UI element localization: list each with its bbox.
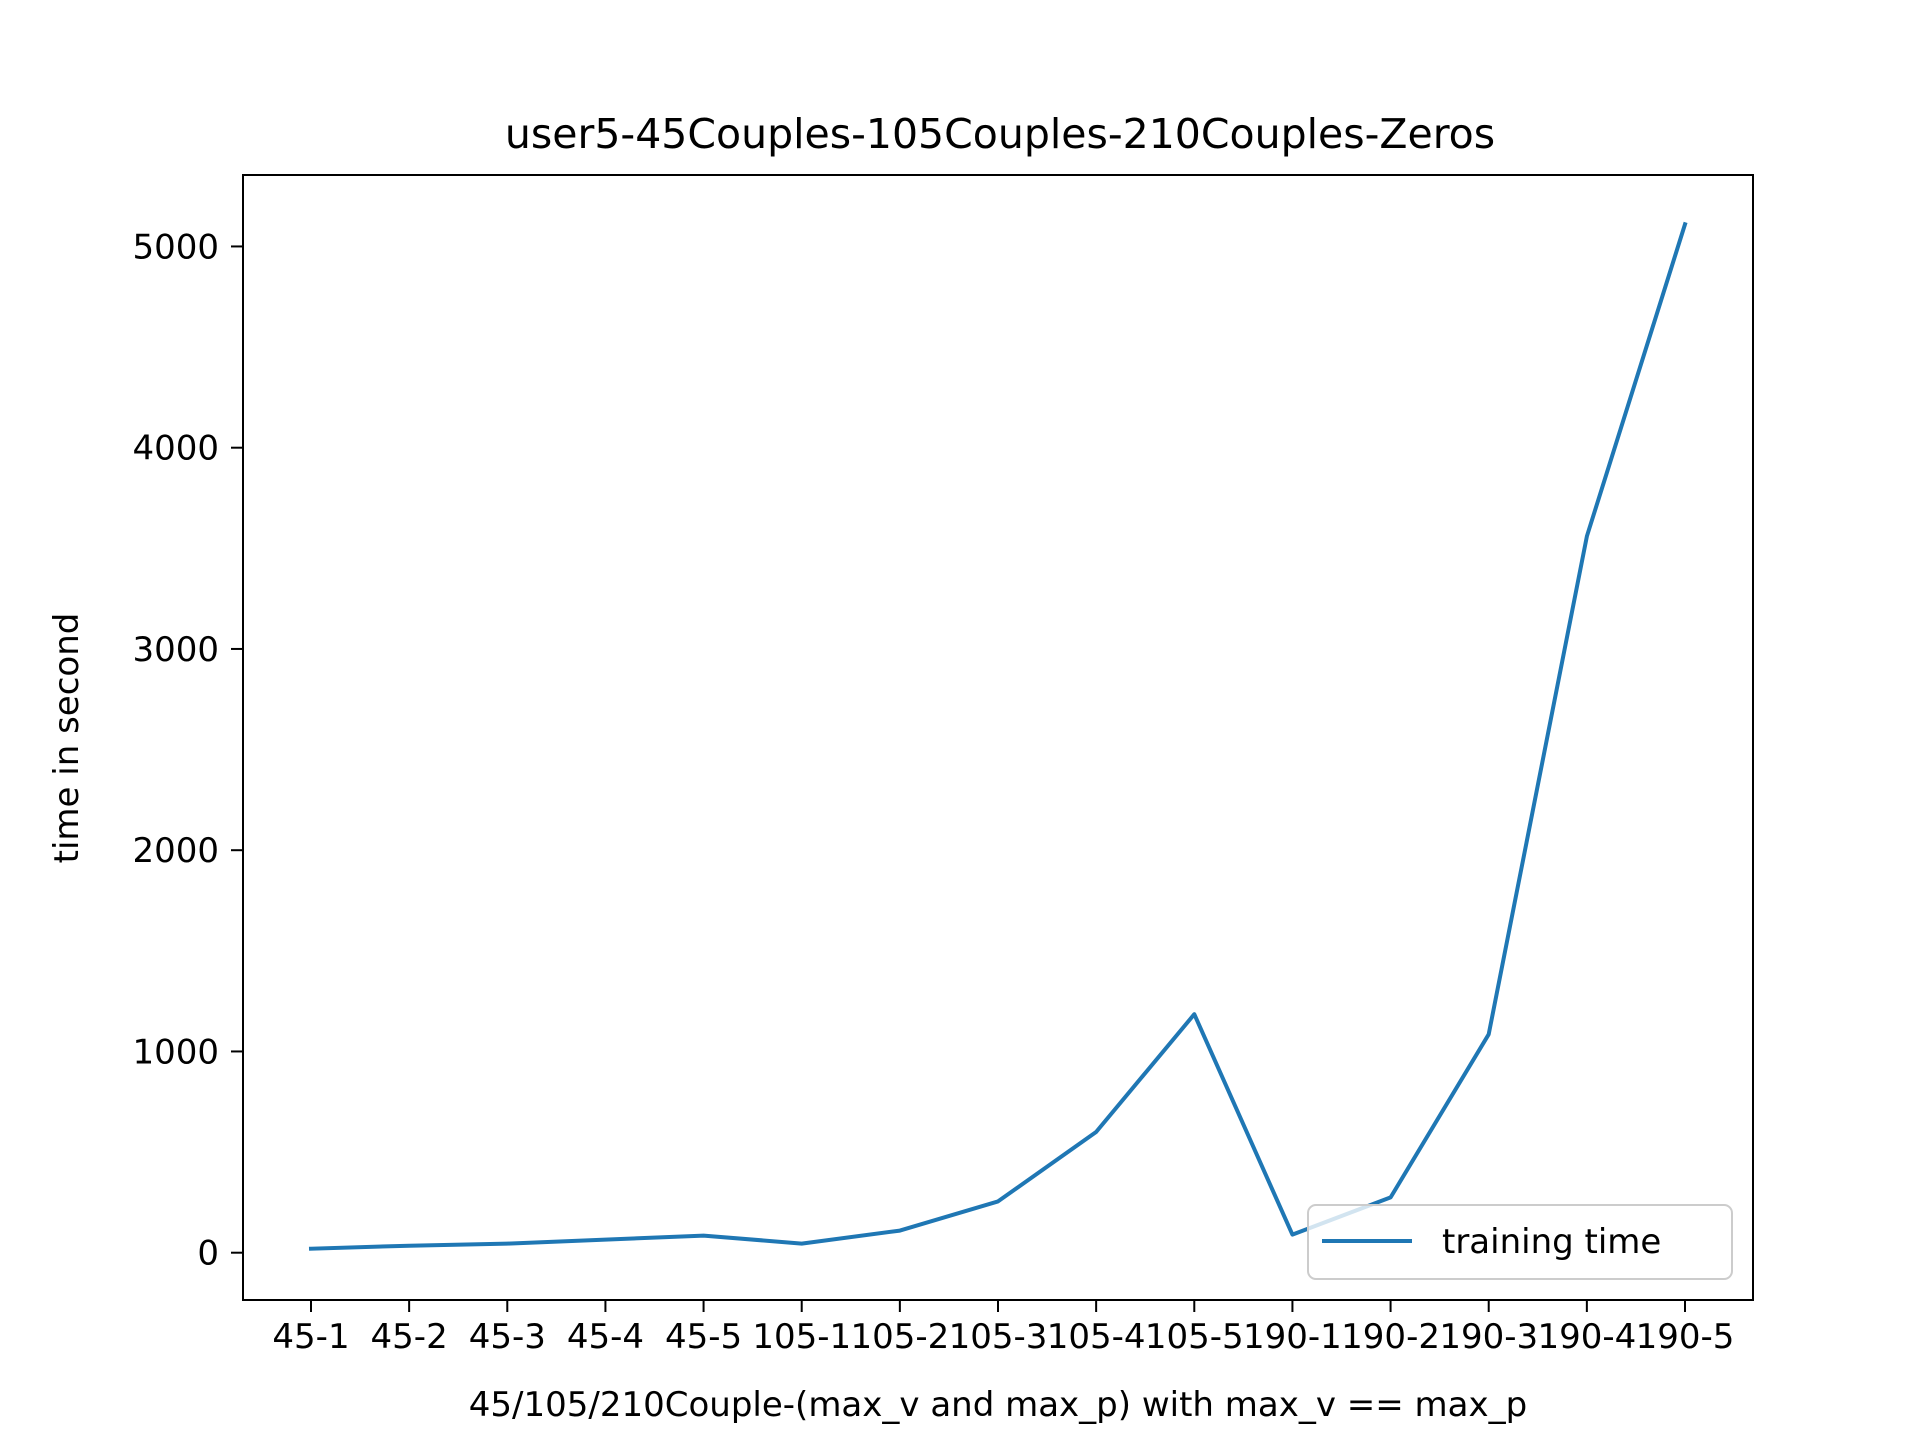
x-tick-label: 105-1 xyxy=(752,1317,851,1357)
x-tick-label: 45-2 xyxy=(371,1317,448,1357)
x-tick-label: 105-5 xyxy=(1145,1317,1244,1357)
x-axis: 45-1 45-2 45-3 45-4 45-5 105-1 105-2 105-3 105-4… xyxy=(272,1300,1734,1357)
x-tick-label: 105-4 xyxy=(1047,1317,1146,1357)
x-tick-label: 45-4 xyxy=(567,1317,644,1357)
x-tick-label: 105-2 xyxy=(850,1317,949,1357)
y-tick-label: 3000 xyxy=(132,630,219,670)
y-axis: 0 1000 2000 3000 4000 5000 xyxy=(132,227,243,1274)
x-tick-label: 190-4 xyxy=(1537,1317,1636,1357)
x-tick-label: 190-2 xyxy=(1341,1317,1440,1357)
x-tick-label: 45-1 xyxy=(272,1317,349,1357)
y-tick-label: 5000 xyxy=(132,227,219,267)
y-axis-label: time in second xyxy=(47,613,87,864)
x-tick-label: 190-5 xyxy=(1636,1317,1735,1357)
y-tick-label: 4000 xyxy=(132,429,219,469)
x-tick-label: 105-3 xyxy=(949,1317,1048,1357)
legend-label: training time xyxy=(1442,1222,1661,1262)
legend-frame xyxy=(1307,1204,1733,1280)
series-layer xyxy=(308,221,1688,1251)
series-line-training-time xyxy=(308,221,1688,1251)
x-tick-label: 45-3 xyxy=(469,1317,546,1357)
x-tick-label: 45-5 xyxy=(665,1317,742,1357)
x-tick-label: 190-3 xyxy=(1439,1317,1538,1357)
chart-title: user5-45Couples-105Couples-210Couples-Ze… xyxy=(505,110,1495,158)
y-tick-label: 1000 xyxy=(132,1032,219,1072)
x-axis-label: 45/105/210Couple-(max_v and max_p) with … xyxy=(469,1385,1527,1425)
legend: training time xyxy=(1307,1204,1733,1280)
x-tick-label: 190-1 xyxy=(1243,1317,1342,1357)
y-tick-label: 2000 xyxy=(132,831,219,871)
y-tick-label: 0 xyxy=(197,1234,219,1274)
